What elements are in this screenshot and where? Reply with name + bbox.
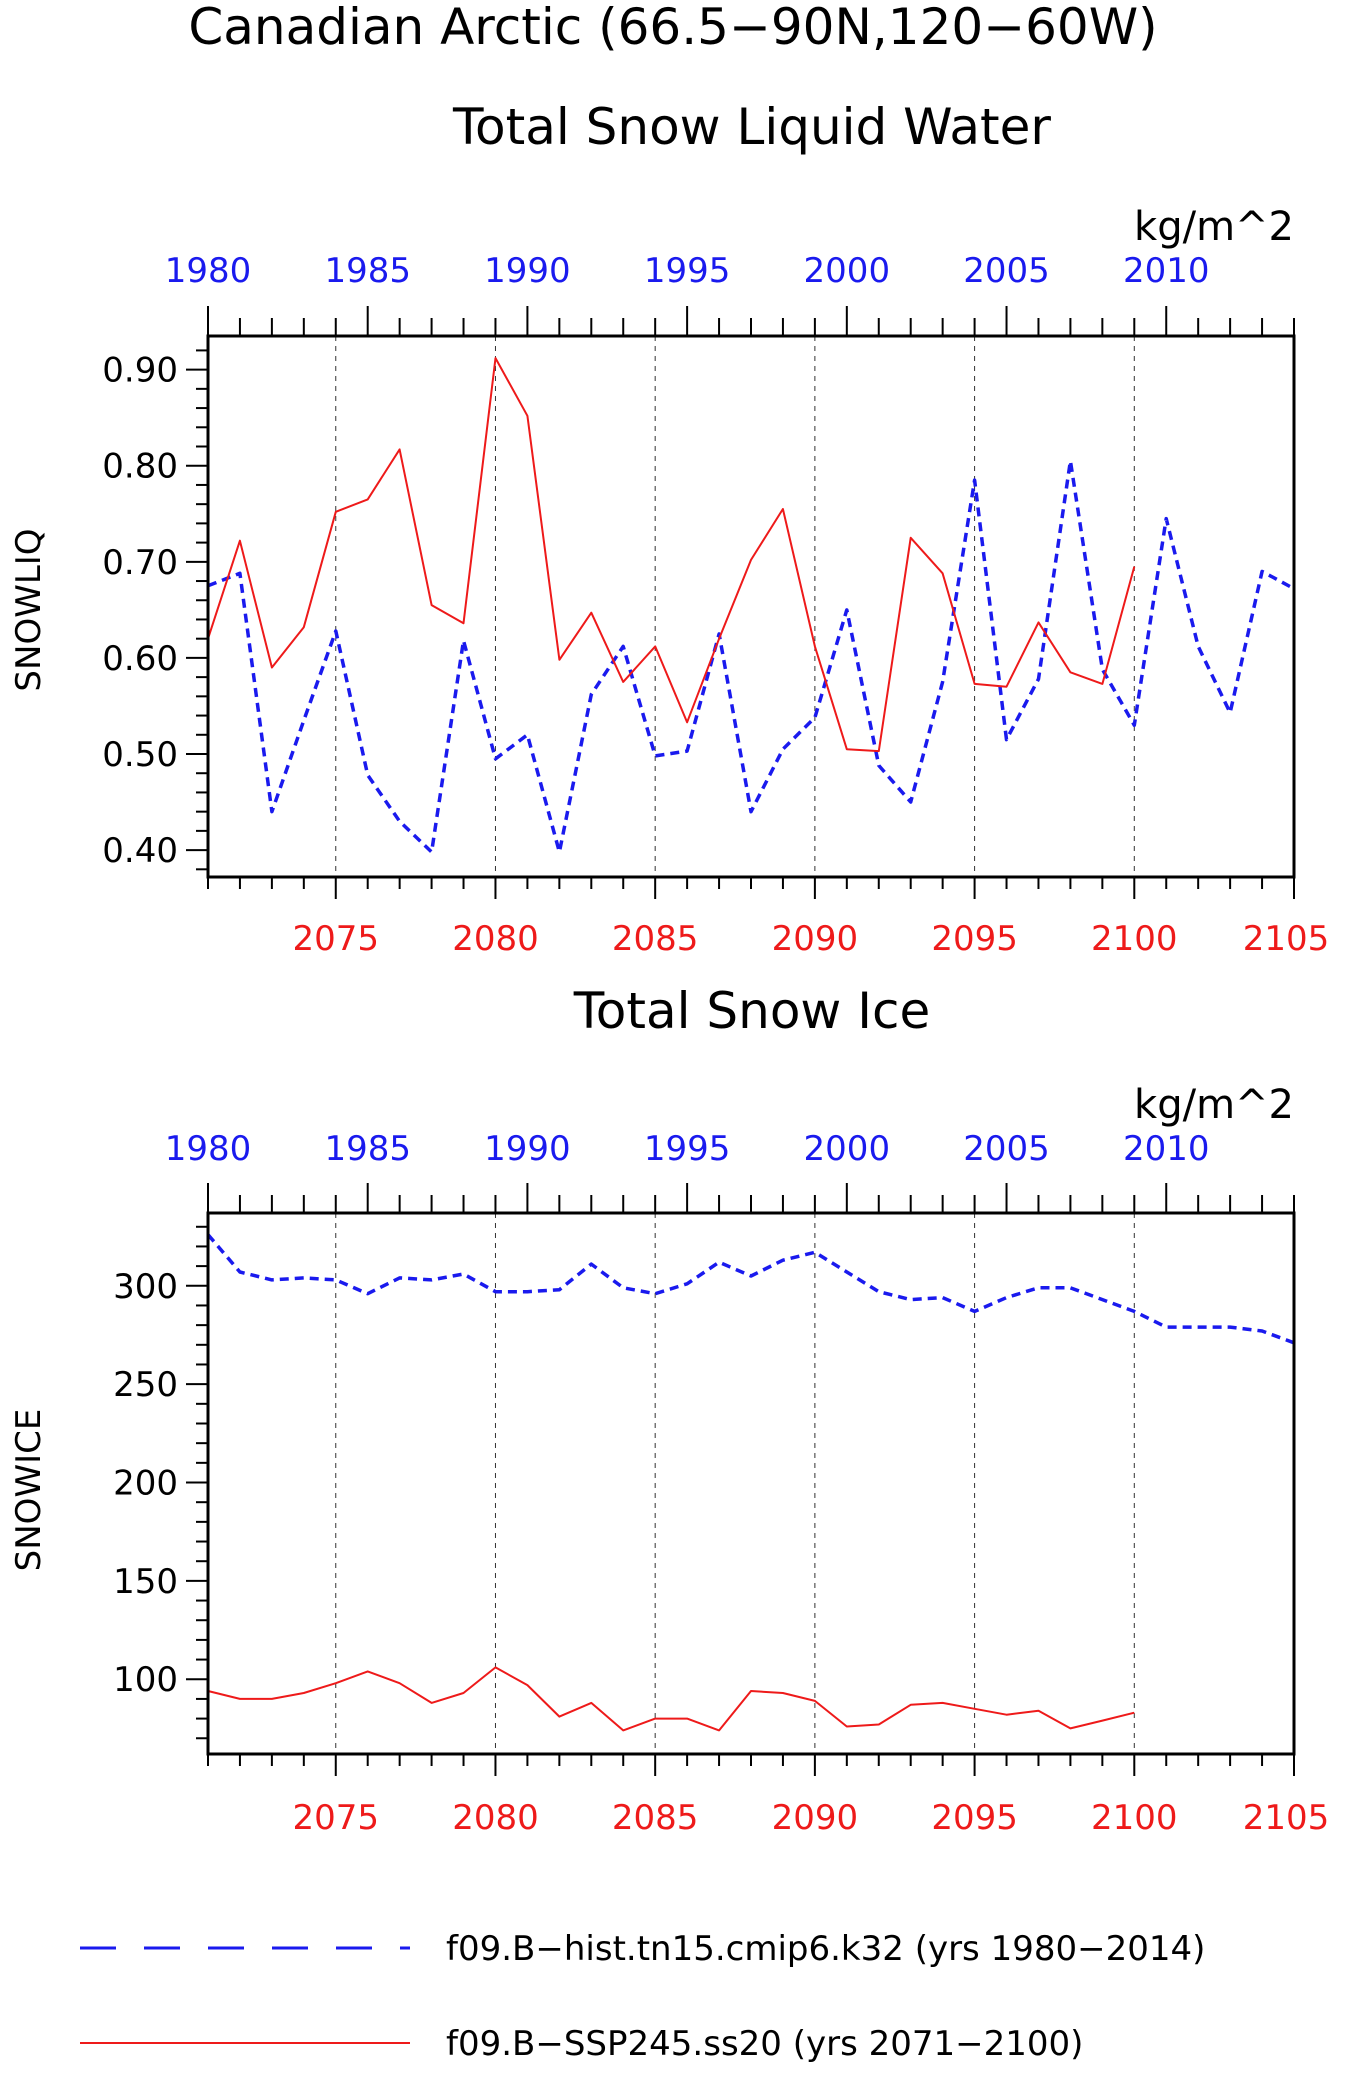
y-tick-labels: 0.40 0.50 0.60 0.70 0.80 0.90 (102, 351, 178, 871)
bottom-tick-labels: 2075 2080 2085 2090 2095 2100 2105 (292, 919, 1329, 959)
bottom-tick-label: 2080 (452, 1798, 539, 1838)
y-tick-labels: 100 150 200 250 300 (113, 1267, 178, 1700)
top-tick-label: 2000 (804, 1129, 891, 1169)
y-tick-label: 250 (113, 1365, 178, 1405)
bottom-tick-label: 2100 (1091, 919, 1178, 959)
bottom-tick-label: 2095 (931, 1798, 1018, 1838)
y-tick-label: 0.70 (102, 543, 178, 583)
ssp-series-line (207, 1666, 1135, 1732)
y-tick-label: 0.40 (102, 831, 178, 871)
ssp-series-line (207, 357, 1136, 753)
hist-series-line (207, 459, 1295, 854)
hist-series-line (206, 1233, 1295, 1345)
bottom-tick-labels: 2075 2080 2085 2090 2095 2100 2105 (292, 1798, 1329, 1838)
legend-ssp-label: f09.B−SSP245.ss20 (yrs 2071−2100) (446, 2024, 1083, 2064)
y-tick-label: 100 (113, 1660, 178, 1700)
plot-lines (207, 357, 1295, 854)
axis-ticks (186, 306, 1295, 899)
top-tick-label: 1995 (644, 1129, 731, 1169)
gridlines (335, 336, 1135, 877)
top-tick-label: 2010 (1123, 1129, 1210, 1169)
y-tick-label: 0.90 (102, 351, 178, 391)
bottom-tick-label: 2075 (292, 919, 379, 959)
bottom-tick-label: 2105 (1243, 919, 1330, 959)
top-tick-label: 1980 (165, 1129, 252, 1169)
bottom-tick-label: 2080 (452, 919, 539, 959)
bottom-tick-label: 2085 (612, 1798, 699, 1838)
bottom-tick-label: 2100 (1091, 1798, 1178, 1838)
y-tick-label: 0.60 (102, 639, 178, 679)
top-tick-label: 1995 (644, 251, 731, 291)
top-tick-label: 2010 (1123, 251, 1210, 291)
panel-title: Total Snow Liquid Water (452, 98, 1051, 156)
bottom-tick-label: 2095 (931, 919, 1018, 959)
axis-ticks (186, 1183, 1295, 1776)
bottom-tick-label: 2105 (1243, 1798, 1330, 1838)
bottom-tick-label: 2090 (772, 1798, 859, 1838)
y-tick-label: 200 (113, 1464, 178, 1504)
units-label: kg/m^2 (1134, 1082, 1294, 1128)
snowliq-panel: Total Snow Liquid Water kg/m^2 SNOWLIQ 0… (9, 98, 1329, 959)
bottom-tick-label: 2075 (292, 1798, 379, 1838)
legend-hist-label: f09.B−hist.tn15.cmip6.k32 (yrs 1980−2014… (446, 1929, 1205, 1969)
top-tick-labels: 1980 1985 1990 1995 2000 2005 2010 (165, 251, 1210, 291)
top-tick-label: 1985 (324, 1129, 411, 1169)
legend: f09.B−hist.tn15.cmip6.k32 (yrs 1980−2014… (80, 1929, 1205, 2064)
figure-title: Canadian Arctic (66.5−90N,120−60W) (188, 0, 1157, 56)
y-tick-label: 0.80 (102, 447, 178, 487)
bottom-tick-label: 2090 (772, 919, 859, 959)
y-tick-label: 150 (113, 1562, 178, 1602)
plot-frame (206, 334, 1296, 879)
gridlines (335, 1213, 1135, 1754)
top-tick-label: 2000 (804, 251, 891, 291)
snowice-panel: Total Snow Ice kg/m^2 SNOWICE 100 150 200 2… (9, 982, 1329, 1838)
top-tick-label: 2005 (963, 1129, 1050, 1169)
panel-title: Total Snow Ice (573, 982, 930, 1040)
top-tick-label: 1990 (484, 251, 571, 291)
y-axis-label: SNOWLIQ (9, 528, 49, 691)
y-tick-label: 0.50 (102, 735, 178, 775)
top-tick-label: 2005 (963, 251, 1050, 291)
top-tick-label: 1985 (324, 251, 411, 291)
y-tick-label: 300 (113, 1267, 178, 1307)
units-label: kg/m^2 (1134, 204, 1294, 250)
y-axis-label: SNOWICE (9, 1409, 49, 1572)
top-tick-labels: 1980 1985 1990 1995 2000 2005 2010 (165, 1129, 1210, 1169)
plot-lines (206, 1233, 1295, 1732)
bottom-tick-label: 2085 (612, 919, 699, 959)
top-tick-label: 1980 (165, 251, 252, 291)
top-tick-label: 1990 (484, 1129, 571, 1169)
